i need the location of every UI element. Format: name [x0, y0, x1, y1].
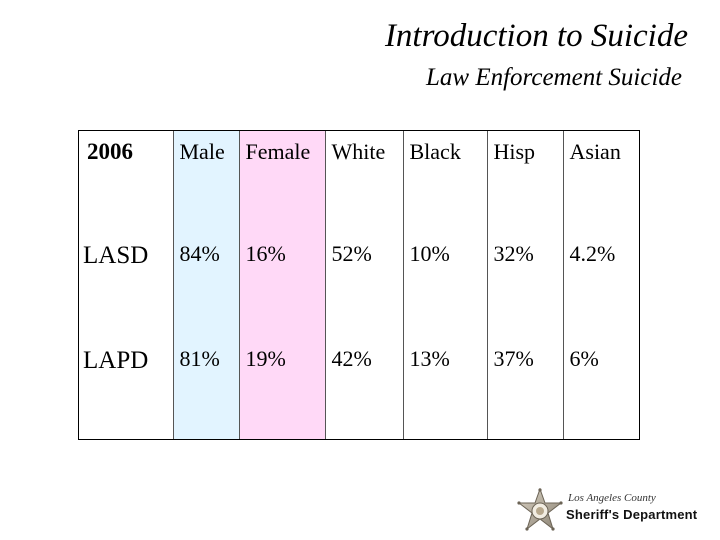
table-cell: 10% — [402, 229, 487, 334]
slide-subtitle: Law Enforcement Suicide — [426, 64, 682, 91]
table-cell: 37% — [486, 334, 563, 439]
sheriff-star-icon — [517, 488, 563, 531]
header-black: Black — [402, 131, 487, 229]
logo-department-text: Sheriff's Department — [566, 507, 698, 522]
table-cell: 19% — [238, 334, 325, 439]
row-label-lasd: LASD — [83, 242, 149, 269]
table-cell: 81% — [172, 334, 239, 439]
table-cell: 13% — [402, 334, 487, 439]
table-cell: 32% — [486, 229, 563, 334]
header-asian: Asian — [562, 131, 641, 229]
header-white: White — [324, 131, 403, 229]
slide-title: Introduction to Suicide — [384, 18, 688, 54]
table-cell: 4.2% — [562, 229, 641, 334]
table-cell: 16% — [238, 229, 325, 334]
statistics-table: 2006 Male Female White Black Hisp Asian … — [78, 130, 641, 440]
table-cell: 6% — [562, 334, 641, 439]
table-cell: 42% — [324, 334, 403, 439]
year-cell: 2006 — [87, 139, 133, 164]
header-hisp: Hisp — [486, 131, 563, 229]
table-cell: 52% — [324, 229, 403, 334]
row-label-lapd: LAPD — [83, 347, 149, 374]
logo-county-text: Los Angeles County — [568, 492, 656, 504]
table-header-row: 2006 Male Female White Black Hisp Asian — [79, 131, 641, 229]
table-cell: 84% — [172, 229, 239, 334]
sheriff-logo: Los Angeles County Sheriff's Department — [512, 488, 712, 536]
table-row: LASD 84% 16% 52% 10% 32% 4.2% — [79, 229, 641, 334]
table-row: LAPD 81% 19% 42% 13% 37% 6% — [79, 334, 641, 439]
header-female: Female — [238, 131, 325, 229]
header-male: Male — [172, 131, 239, 229]
